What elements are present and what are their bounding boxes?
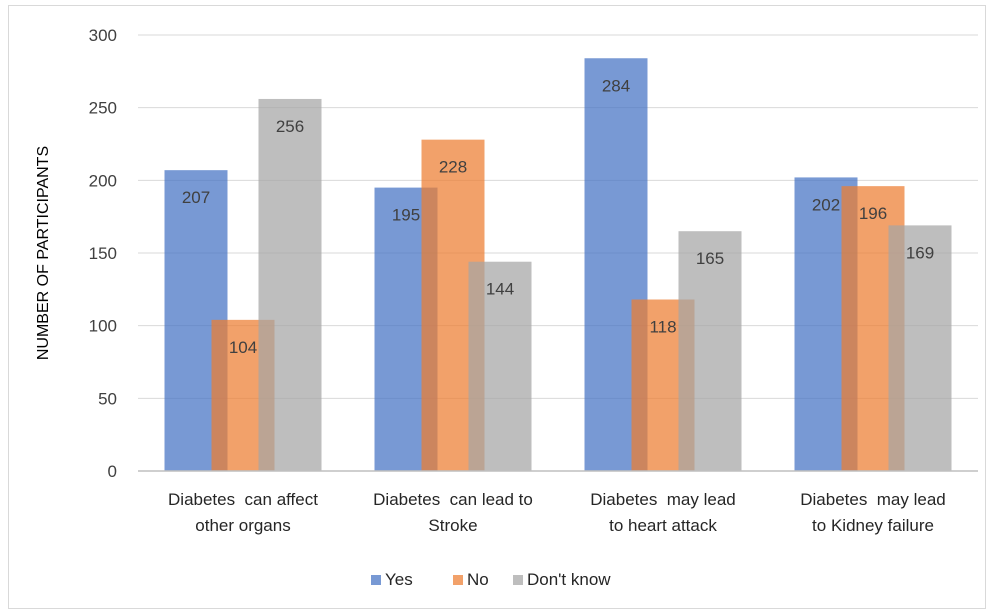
- legend-label: Don't know: [527, 570, 611, 589]
- x-category-label: Diabetes may lead: [590, 490, 736, 509]
- data-label: 144: [486, 280, 514, 299]
- x-category-label: Stroke: [428, 516, 477, 535]
- legend-label: No: [467, 570, 489, 589]
- x-category-labels: Diabetes can affect other organs Diabetes …: [168, 490, 946, 535]
- legend-swatch: [453, 575, 463, 585]
- x-category-label: to heart attack: [609, 516, 717, 535]
- data-label: 104: [229, 338, 257, 357]
- x-category-label: other organs: [195, 516, 290, 535]
- data-label: 207: [182, 188, 210, 207]
- bar-don-t-know-3: [888, 225, 952, 471]
- data-label: 169: [906, 243, 934, 262]
- bars: [164, 58, 952, 472]
- y-tick-label: 300: [89, 26, 117, 45]
- legend-swatch: [371, 575, 381, 585]
- y-tick-labels: 0 50 100 150 200 250 300: [89, 26, 117, 481]
- x-category-label: Diabetes can lead to: [373, 490, 533, 509]
- y-tick-label: 150: [89, 244, 117, 263]
- legend-label: Yes: [385, 570, 413, 589]
- data-labels: 207 195 284 202 104 228 118 196 256 144 165 169: [182, 76, 934, 357]
- y-axis-label: NUMBER OF PARTICIPANTS: [35, 146, 52, 360]
- legend-swatch: [513, 575, 523, 585]
- y-tick-label: 250: [89, 99, 117, 118]
- data-label: 196: [859, 204, 887, 223]
- data-label: 195: [392, 206, 420, 225]
- bar-don-t-know-0: [258, 98, 322, 472]
- y-tick-label: 100: [89, 317, 117, 336]
- chart-frame: [8, 5, 986, 609]
- data-label: 228: [439, 158, 467, 177]
- y-tick-label: 200: [89, 171, 117, 190]
- data-label: 118: [649, 318, 676, 337]
- data-label: 202: [812, 195, 840, 214]
- bar-don-t-know-2: [678, 231, 742, 471]
- data-label: 165: [696, 249, 724, 268]
- data-label: 284: [602, 76, 630, 95]
- x-category-label: Diabetes can affect: [168, 490, 318, 509]
- x-category-label: Diabetes may lead: [800, 490, 946, 509]
- bar-don-t-know-1: [468, 261, 532, 471]
- y-tick-label: 0: [108, 462, 117, 481]
- data-label: 256: [276, 117, 304, 136]
- legend: Yes No Don't know: [371, 570, 611, 589]
- y-tick-label: 50: [98, 389, 117, 408]
- x-category-label: to Kidney failure: [812, 516, 934, 535]
